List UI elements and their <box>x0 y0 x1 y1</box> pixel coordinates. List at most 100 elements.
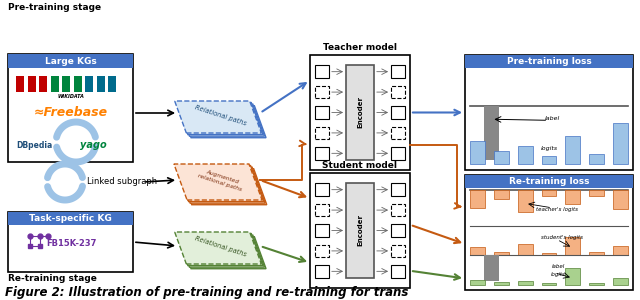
Bar <box>541 253 556 255</box>
Bar <box>28 76 35 92</box>
Bar <box>566 190 580 204</box>
Bar <box>85 76 93 92</box>
Bar <box>518 190 532 212</box>
Text: Encoder: Encoder <box>357 97 363 128</box>
Bar <box>315 147 329 160</box>
Text: teacher's logits: teacher's logits <box>536 207 578 212</box>
Bar <box>8 54 133 68</box>
Bar <box>310 55 410 170</box>
Text: ≈Freebase: ≈Freebase <box>33 106 108 118</box>
Bar <box>97 76 104 92</box>
Polygon shape <box>179 106 266 138</box>
Bar <box>541 283 556 285</box>
Bar <box>494 252 509 255</box>
Text: Pre-training loss: Pre-training loss <box>507 57 591 66</box>
Text: FB15K-237: FB15K-237 <box>46 239 97 248</box>
Text: student's logits: student's logits <box>541 235 583 240</box>
Bar <box>470 141 485 164</box>
Bar <box>315 86 329 98</box>
Bar <box>518 146 532 164</box>
Bar <box>8 212 133 272</box>
Bar <box>391 265 405 278</box>
Bar <box>310 173 410 288</box>
Polygon shape <box>178 104 264 136</box>
Bar <box>62 76 70 92</box>
Polygon shape <box>177 167 265 203</box>
Bar <box>613 123 628 164</box>
Bar <box>16 76 24 92</box>
Text: Re-training stage: Re-training stage <box>8 274 97 283</box>
Bar <box>391 86 405 98</box>
Text: Task-specific KG: Task-specific KG <box>29 214 112 223</box>
Bar <box>465 175 633 188</box>
Bar <box>315 244 329 257</box>
Bar <box>484 255 499 281</box>
Polygon shape <box>179 237 266 269</box>
Bar <box>315 204 329 216</box>
Text: WIKIDATA: WIKIDATA <box>57 94 84 99</box>
Bar <box>8 54 133 162</box>
Text: Pre-training stage: Pre-training stage <box>8 3 101 12</box>
Bar <box>541 156 556 164</box>
Bar <box>470 247 485 255</box>
Bar <box>494 282 509 285</box>
Bar <box>74 76 81 92</box>
Bar <box>315 224 329 237</box>
Bar <box>51 76 58 92</box>
Text: Encoder: Encoder <box>357 214 363 247</box>
Bar <box>315 127 329 139</box>
Text: Relational paths: Relational paths <box>195 235 248 257</box>
Text: Re-training loss: Re-training loss <box>509 177 589 186</box>
Bar <box>470 280 485 285</box>
Bar <box>566 237 580 255</box>
Polygon shape <box>176 234 263 266</box>
Bar <box>391 147 405 160</box>
Bar <box>315 183 329 196</box>
Bar <box>566 136 580 164</box>
Text: DBpedia: DBpedia <box>16 140 52 149</box>
Bar <box>315 65 329 78</box>
Bar <box>391 224 405 237</box>
Bar <box>346 183 374 278</box>
Bar <box>391 204 405 216</box>
Bar <box>470 190 485 208</box>
Bar <box>613 190 628 209</box>
Text: Linked subgraph: Linked subgraph <box>87 178 157 187</box>
Polygon shape <box>175 166 264 202</box>
Text: Student model: Student model <box>323 161 397 170</box>
Text: logits: logits <box>540 146 557 151</box>
Text: logits: logits <box>551 272 566 277</box>
Bar <box>465 55 633 170</box>
Bar <box>391 106 405 119</box>
Bar <box>589 154 604 164</box>
Text: Relational paths: Relational paths <box>195 104 248 126</box>
Bar <box>315 265 329 278</box>
Text: Teacher model: Teacher model <box>323 43 397 52</box>
Text: Figure 2: Illustration of pre-training and re-training for trans: Figure 2: Illustration of pre-training a… <box>5 286 408 299</box>
Bar <box>518 281 532 285</box>
Bar <box>391 127 405 139</box>
Bar <box>613 246 628 255</box>
Text: yago: yago <box>80 140 107 150</box>
Bar <box>484 106 499 160</box>
Bar <box>346 65 374 160</box>
Text: Large KGs: Large KGs <box>45 56 97 65</box>
Bar <box>541 190 556 196</box>
Bar <box>566 268 580 285</box>
Polygon shape <box>178 235 264 267</box>
Bar <box>465 175 633 290</box>
Bar <box>589 252 604 255</box>
Bar <box>391 183 405 196</box>
Bar <box>518 244 532 255</box>
Polygon shape <box>174 164 262 200</box>
Text: Augmented
relational paths: Augmented relational paths <box>198 168 244 192</box>
Bar <box>465 55 633 68</box>
Bar <box>613 278 628 285</box>
Polygon shape <box>175 232 261 264</box>
Bar <box>494 190 509 199</box>
Polygon shape <box>176 103 263 135</box>
Polygon shape <box>179 169 267 205</box>
Bar <box>589 283 604 285</box>
Bar <box>391 65 405 78</box>
Bar <box>108 76 116 92</box>
